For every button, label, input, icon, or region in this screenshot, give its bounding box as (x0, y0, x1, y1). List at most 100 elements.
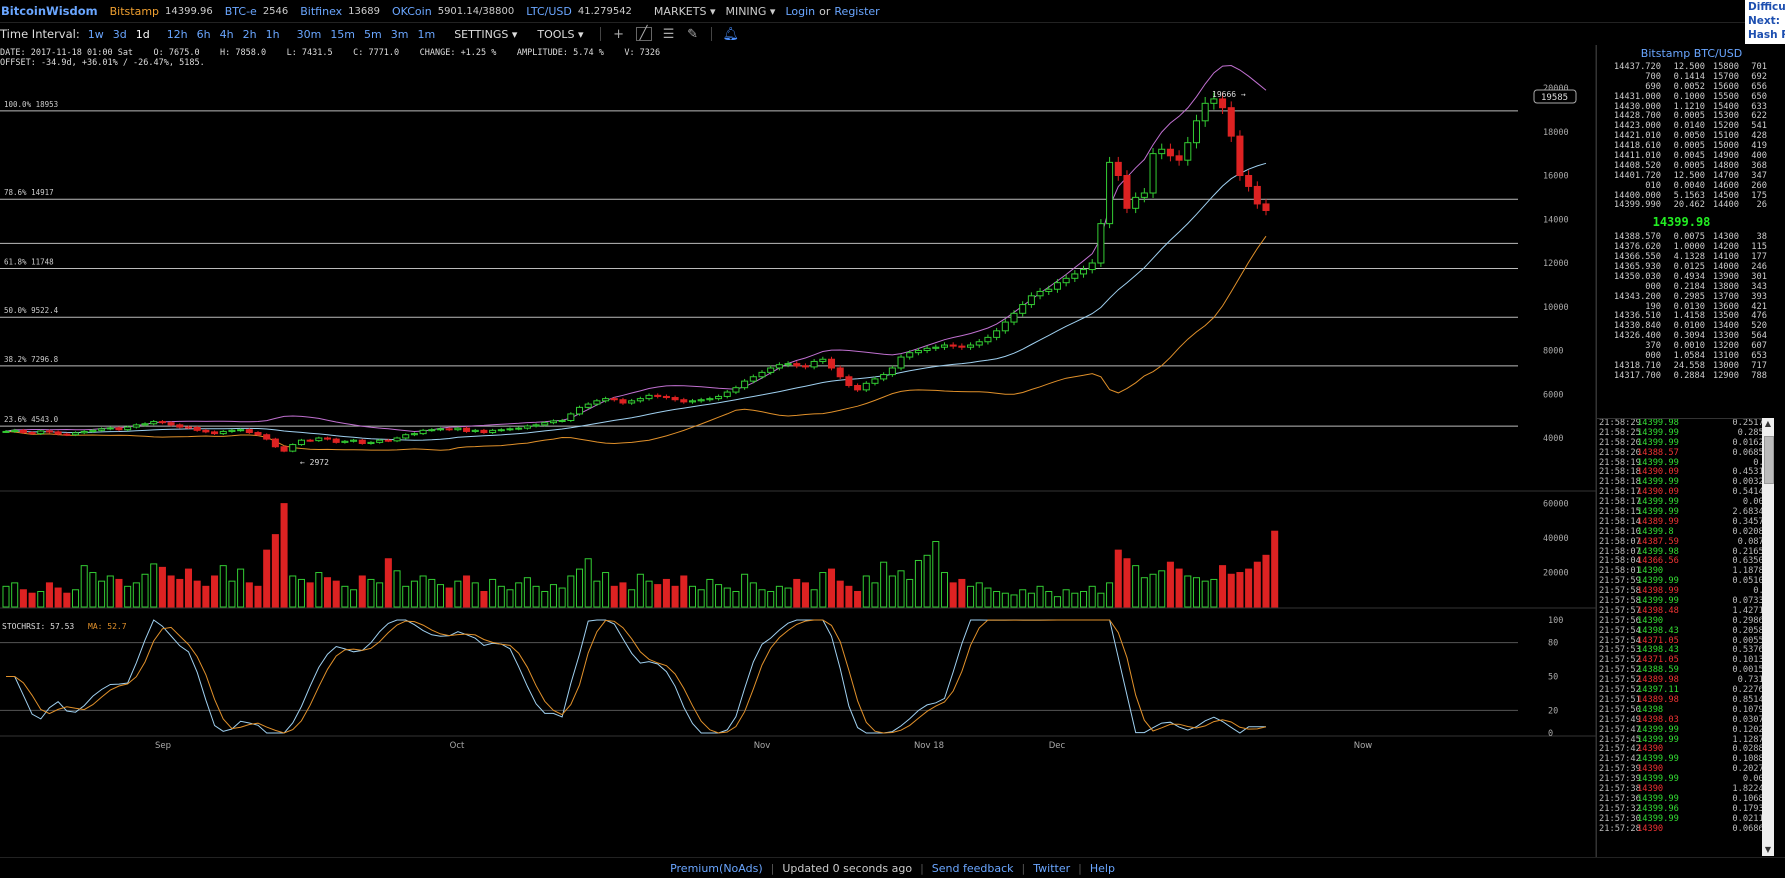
stoch-tick-label: 0 (1548, 729, 1553, 739)
premium-link[interactable]: Premium(NoAds) (670, 861, 763, 875)
candle-body (402, 434, 410, 439)
orderbook-cell: 010 (1645, 180, 1661, 191)
volume-bar (280, 503, 288, 608)
register-link[interactable]: Register (834, 4, 880, 18)
candle-body (297, 439, 305, 446)
line-draw-icon[interactable]: ╱ (635, 27, 652, 41)
twitter-link[interactable]: Twitter (1033, 861, 1071, 875)
candle-body (341, 440, 349, 443)
exchange-item[interactable]: BTC-e 2546 (225, 5, 289, 18)
interval-15m[interactable]: 15m (330, 27, 356, 41)
ask-row: 14423.000 0.0140 15200 541 (1597, 121, 1785, 132)
brush-icon[interactable]: ✎ (687, 26, 698, 42)
ask-row: 14437.720 12.500 15800 701 (1597, 62, 1785, 73)
trade-price: 14399.99 (1637, 457, 1679, 468)
trade-amount: 0.7317 (1737, 675, 1769, 686)
interval-4h[interactable]: 4h (219, 27, 234, 41)
candle-body (949, 344, 957, 347)
volume-bar (819, 572, 827, 608)
interval-3m[interactable]: 3m (390, 27, 409, 41)
orderbook-cell: 343 (1751, 281, 1767, 292)
exchange-item[interactable]: LTC/USD 41.279542 (526, 5, 632, 18)
exchange-name[interactable]: Bitfinex (300, 4, 343, 18)
ohlc-line: DATE: 2017-11-18 01:00 Sat O: 7675.0 H: … (0, 48, 661, 58)
interval-1w[interactable]: 1w (87, 27, 104, 41)
interval-5m[interactable]: 5m (364, 27, 382, 41)
exchange-item[interactable]: OKCoin 5901.14/38800 (392, 5, 514, 18)
volume-bar (1123, 558, 1131, 608)
settings-dropdown[interactable]: SETTINGS ▾ (454, 27, 518, 41)
trade-row: 21:58:15 14399.99 2.68344 (1597, 507, 1771, 518)
interval-1h[interactable]: 1h (265, 27, 280, 41)
candle-body (506, 428, 514, 431)
trade-history[interactable]: 21:58:29 14399.98 0.25170 21:58:25 14399.99 0… (1597, 418, 1771, 857)
orderbook-cell: 650 (1751, 91, 1767, 102)
upper-band-line (5, 64, 1267, 433)
crosshair-icon[interactable]: + (613, 26, 624, 42)
candle-body (549, 420, 557, 424)
exchange-price: 5901.14/38800 (437, 5, 515, 17)
price-chart[interactable]: 4000600080001000012000140001600018000200… (0, 45, 1596, 857)
help-link[interactable]: Help (1089, 861, 1115, 875)
interval-30m[interactable]: 30m (296, 27, 322, 41)
orderbook-cell: 15300 (1712, 111, 1739, 122)
candle-body (219, 430, 227, 435)
candle-body (1088, 262, 1096, 271)
interval-3d[interactable]: 3d (112, 27, 127, 41)
bell-icon[interactable]: 🔔︎ (722, 26, 740, 42)
candle-body (80, 430, 88, 434)
interval-2h[interactable]: 2h (242, 27, 257, 41)
candle-body (575, 406, 584, 415)
volume-bar (584, 558, 592, 608)
orderbook-cell: 15600 (1712, 81, 1739, 92)
exchange-name[interactable]: OKCoin (391, 4, 432, 18)
interval-12h[interactable]: 12h (166, 27, 188, 41)
scroll-down-arrow-icon[interactable]: ▼ (1764, 845, 1772, 854)
volume-bar (567, 575, 575, 608)
mining-menu[interactable]: MINING ▾ (725, 4, 776, 18)
exchange-item[interactable]: Bitfinex 13689 (300, 5, 380, 18)
scroll-up-arrow-icon[interactable]: ▲ (1764, 419, 1772, 428)
trades-scrollbar[interactable]: ▲ ▼ (1762, 418, 1774, 856)
candle-body (1149, 153, 1157, 194)
candle-body (1123, 175, 1131, 209)
candle-body (1045, 288, 1053, 292)
trade-amount: 0.22762 (1732, 685, 1769, 696)
candle-body (662, 395, 670, 399)
trade-price: 14390 (1637, 764, 1664, 775)
volume-bar (1114, 549, 1122, 608)
trade-time: 21:57:58 (1599, 586, 1641, 597)
candle-body (323, 437, 332, 440)
bid-row: 14330.840 0.0100 13400 520 (1597, 321, 1785, 332)
volume-bar (263, 549, 271, 608)
scrollbar-thumb[interactable] (1764, 436, 1774, 484)
trade-row: 21:57:51 14389.98 0.85147 (1597, 695, 1771, 706)
interval-1d[interactable]: 1d (135, 27, 150, 41)
fib-levels-icon[interactable]: ☰ (662, 26, 675, 42)
exchange-name[interactable]: BTC-e (224, 4, 257, 18)
orderbook-cell: 14411.010 (1613, 151, 1661, 162)
trade-row: 21:57:57 14398.48 1.42710 (1597, 606, 1771, 617)
site-logo[interactable]: BitcoinWisdom (1, 4, 98, 18)
interval-1m[interactable]: 1m (417, 27, 436, 41)
trade-time: 21:57:54 (1599, 625, 1641, 636)
exchange-name[interactable]: Bitstamp (109, 4, 160, 18)
orderbook-cell: 15000 (1712, 141, 1739, 152)
exchange-name[interactable]: LTC/USD (526, 4, 572, 18)
markets-menu[interactable]: MARKETS ▾ (653, 4, 716, 18)
orderbook-cell: 15800 (1712, 62, 1739, 72)
trade-time: 21:57:59 (1599, 576, 1641, 587)
exchange-item[interactable]: Bitstamp 14399.96 (110, 5, 213, 18)
feedback-link[interactable]: Send feedback (931, 861, 1014, 875)
tools-dropdown[interactable]: TOOLS ▾ (537, 27, 584, 41)
orderbook-cell: 14437.720 (1613, 62, 1661, 72)
orderbook-cell: 260 (1751, 180, 1767, 191)
fib-level-label: 23.6% 4543.0 (4, 415, 59, 424)
trade-time: 21:57:53 (1599, 645, 1641, 656)
exchange-price: 41.279542 (577, 5, 632, 17)
volume-bar (350, 589, 358, 608)
login-link[interactable]: Login (785, 4, 816, 18)
volume-bar (1097, 592, 1105, 608)
interval-6h[interactable]: 6h (196, 27, 211, 41)
